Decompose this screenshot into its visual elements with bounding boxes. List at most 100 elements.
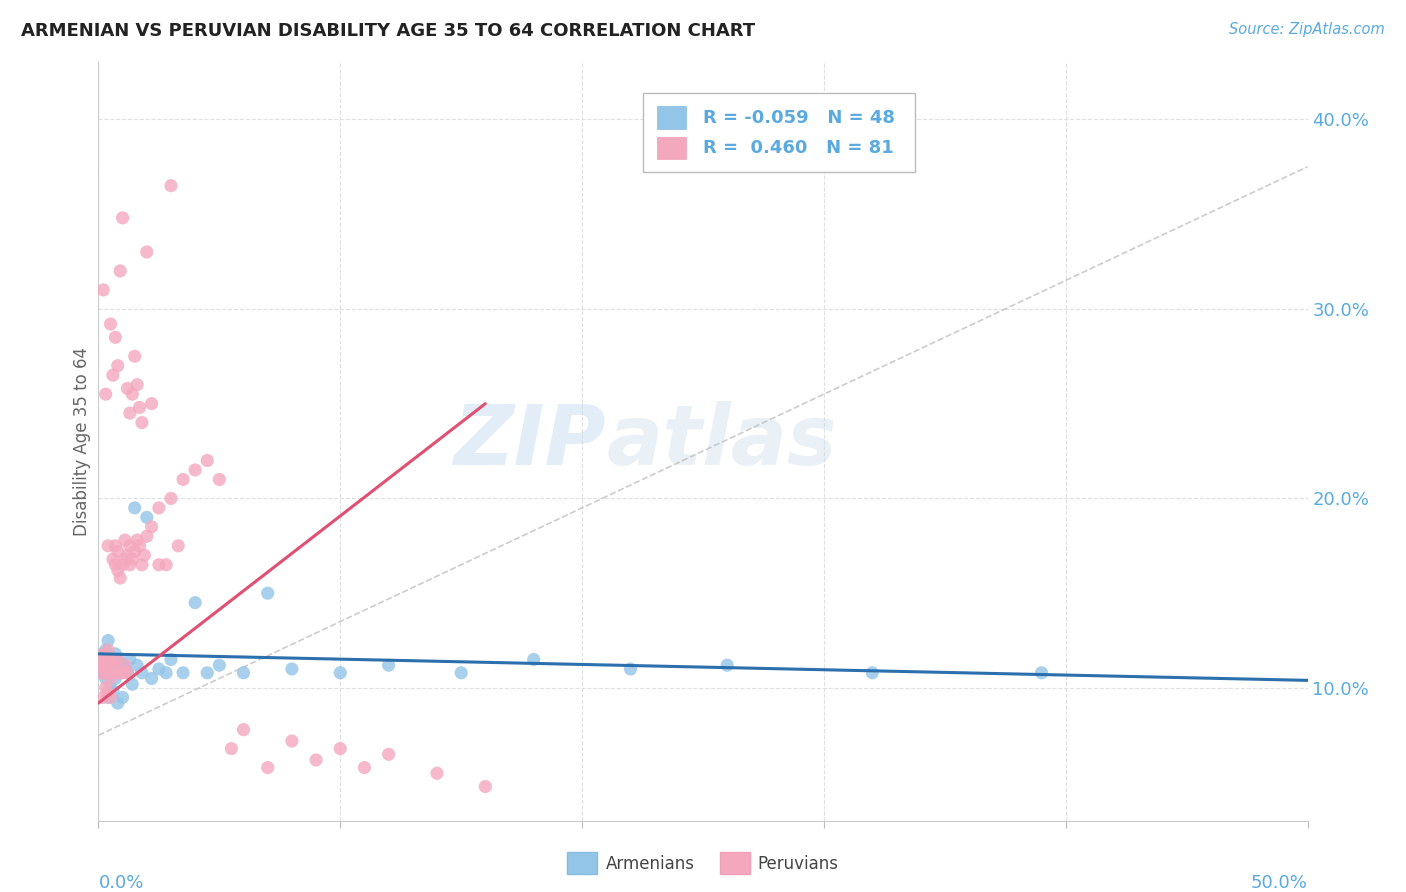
- Point: [90, 652, 112, 666]
- Point: [111, 665, 134, 680]
- Point: [118, 406, 141, 420]
- Point: [148, 500, 170, 515]
- Point: [141, 520, 163, 534]
- Point: [107, 652, 129, 666]
- Point: [118, 558, 141, 572]
- Point: [108, 264, 131, 278]
- Point: [114, 662, 136, 676]
- Point: [148, 662, 170, 676]
- Point: [135, 529, 157, 543]
- Point: [97, 658, 120, 673]
- Point: [91, 283, 114, 297]
- Point: [131, 665, 153, 680]
- Text: Source: ZipAtlas.com: Source: ZipAtlas.com: [1229, 22, 1385, 37]
- Text: ARMENIAN VS PERUVIAN DISABILITY AGE 35 TO 64 CORRELATION CHART: ARMENIAN VS PERUVIAN DISABILITY AGE 35 T…: [21, 22, 755, 40]
- Point: [329, 741, 352, 756]
- Point: [100, 665, 122, 680]
- Point: [232, 723, 254, 737]
- Text: 0.0%: 0.0%: [98, 874, 143, 892]
- Point: [124, 349, 146, 363]
- Point: [97, 633, 120, 648]
- Point: [160, 652, 183, 666]
- Point: [101, 658, 124, 673]
- Point: [94, 665, 117, 680]
- FancyBboxPatch shape: [643, 93, 915, 172]
- Point: [195, 453, 218, 467]
- FancyBboxPatch shape: [657, 106, 686, 129]
- Point: [184, 463, 207, 477]
- Point: [104, 647, 127, 661]
- Point: [104, 539, 127, 553]
- Point: [91, 647, 114, 661]
- Point: [160, 491, 183, 506]
- Point: [100, 690, 122, 705]
- Point: [101, 685, 124, 699]
- Point: [208, 658, 231, 673]
- Point: [91, 690, 114, 705]
- Point: [160, 178, 183, 193]
- Point: [97, 643, 120, 657]
- Point: [256, 586, 278, 600]
- Point: [107, 359, 129, 373]
- Point: [100, 672, 122, 686]
- Point: [195, 665, 218, 680]
- Point: [117, 665, 139, 680]
- Point: [114, 658, 136, 673]
- Point: [377, 747, 399, 762]
- Point: [100, 652, 122, 666]
- Point: [107, 564, 129, 578]
- Point: [127, 658, 149, 673]
- Point: [91, 647, 114, 661]
- Point: [124, 544, 146, 558]
- Point: [100, 317, 122, 331]
- Point: [108, 665, 131, 680]
- Point: [114, 533, 136, 548]
- Point: [107, 652, 129, 666]
- Point: [100, 665, 122, 680]
- Point: [97, 539, 120, 553]
- Text: R = -0.059   N = 48: R = -0.059 N = 48: [703, 109, 896, 127]
- Point: [377, 658, 399, 673]
- Point: [104, 672, 127, 686]
- Point: [155, 665, 177, 680]
- Point: [121, 552, 143, 566]
- Point: [128, 539, 150, 553]
- Text: atlas: atlas: [606, 401, 837, 482]
- Point: [281, 734, 304, 748]
- Point: [90, 665, 112, 680]
- Point: [101, 658, 124, 673]
- Point: [111, 558, 134, 572]
- Point: [91, 658, 114, 673]
- Y-axis label: Disability Age 35 to 64: Disability Age 35 to 64: [73, 347, 91, 536]
- Point: [94, 387, 117, 401]
- Point: [127, 377, 149, 392]
- Point: [114, 552, 136, 566]
- Point: [619, 662, 641, 676]
- Point: [474, 780, 496, 794]
- Point: [100, 652, 122, 666]
- Point: [172, 665, 194, 680]
- Point: [128, 401, 150, 415]
- Point: [101, 552, 124, 566]
- Point: [101, 368, 124, 383]
- Point: [118, 652, 141, 666]
- Point: [131, 416, 153, 430]
- Point: [1031, 665, 1053, 680]
- Point: [111, 658, 134, 673]
- Point: [97, 662, 120, 676]
- Point: [118, 539, 141, 553]
- Point: [107, 696, 129, 710]
- Point: [523, 652, 546, 666]
- Point: [108, 571, 131, 585]
- Point: [104, 665, 127, 680]
- Point: [108, 665, 131, 680]
- Point: [716, 658, 738, 673]
- Point: [121, 677, 143, 691]
- Text: 50.0%: 50.0%: [1251, 874, 1308, 892]
- Point: [101, 652, 124, 666]
- Point: [124, 500, 146, 515]
- Text: ZIP: ZIP: [454, 401, 606, 482]
- Point: [135, 510, 157, 524]
- Point: [184, 596, 207, 610]
- Point: [426, 766, 449, 780]
